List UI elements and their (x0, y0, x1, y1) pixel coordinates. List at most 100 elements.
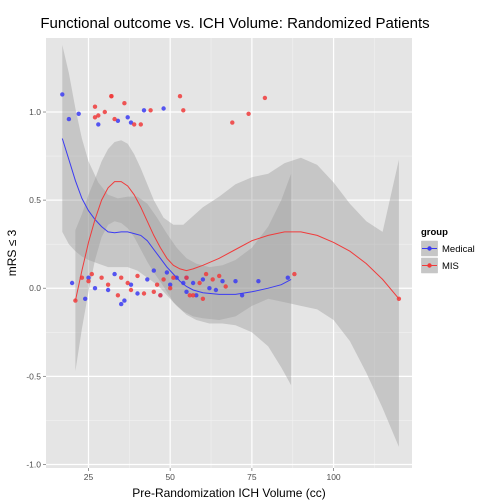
data-point-medical (69, 280, 75, 286)
data-point-medical (256, 279, 261, 284)
data-point-mis (292, 271, 297, 277)
data-point-medical (76, 111, 81, 117)
y-tick-label: 0.0 (29, 283, 41, 293)
data-point-mis (200, 296, 206, 301)
major-gridlines (46, 38, 412, 468)
data-point-mis (246, 111, 251, 117)
confidence-bands (62, 45, 399, 447)
data-point-medical (151, 268, 156, 273)
data-point-mis (151, 289, 156, 294)
data-points (60, 92, 402, 307)
data-point-mis (223, 284, 228, 289)
legend-items: Medical MIS (420, 239, 475, 275)
data-point-medical (174, 275, 179, 280)
data-point-medical (128, 120, 134, 125)
data-point-mis (148, 108, 153, 113)
data-point-medical (96, 122, 101, 127)
x-axis-ticks: 25 50 75 100 (84, 468, 341, 482)
data-point-medical (213, 287, 219, 293)
data-point-mis (154, 282, 160, 287)
data-point-mis (161, 277, 166, 282)
y-tick-label: -0.5 (26, 371, 41, 381)
data-point-mis (141, 291, 147, 296)
y-tick-label: -1.0 (26, 459, 41, 469)
data-point-medical (145, 277, 150, 282)
smooth-lines (61, 138, 400, 301)
data-point-mis (262, 95, 268, 101)
x-axis-title: Pre-Randomization ICH Volume (cc) (132, 486, 325, 500)
data-point-mis (138, 122, 143, 127)
data-point-medical (233, 279, 238, 284)
confidence-band-medical (62, 45, 292, 386)
legend-title: group (421, 227, 448, 238)
data-point-medical (92, 286, 98, 291)
data-point-mis (92, 104, 98, 109)
data-point-mis (203, 271, 209, 277)
data-point-medical (135, 291, 140, 296)
data-point-mis (86, 279, 91, 284)
data-point-mis (99, 275, 104, 280)
smooth-line-mis (74, 181, 400, 301)
data-point-mis (396, 296, 402, 301)
data-point-mis (125, 280, 130, 286)
data-point-medical (125, 115, 130, 120)
confidence-band-mis (75, 140, 399, 447)
data-point-medical (141, 108, 147, 113)
data-point-mis (171, 275, 176, 280)
data-point-medical (105, 287, 111, 293)
minor-gridlines (46, 38, 412, 468)
y-tick-label: 1.0 (29, 107, 41, 117)
data-point-mis (135, 273, 140, 279)
chart-title: Functional outcome vs. ICH Volume: Rando… (40, 15, 429, 32)
data-point-mis (181, 108, 186, 113)
data-point-medical (220, 279, 225, 284)
data-point-medical (86, 275, 91, 280)
data-point-medical (60, 92, 65, 97)
data-point-medical (285, 275, 290, 280)
y-axis-ticks: -1.0 -0.5 0.0 0.5 1.0 (26, 107, 46, 469)
data-point-mis (105, 282, 111, 287)
data-point-mis (109, 94, 114, 99)
data-point-mis (79, 275, 85, 280)
data-point-medical (184, 289, 189, 294)
data-point-mis (168, 286, 173, 291)
data-point-mis (73, 298, 78, 303)
data-point-mis (132, 122, 137, 127)
data-point-mis (96, 113, 101, 118)
data-point-mis (217, 273, 222, 279)
data-point-mis (122, 101, 127, 106)
x-tick-label: 75 (247, 472, 257, 482)
legend: group Medical MIS (420, 227, 475, 275)
x-tick-label: 50 (165, 472, 175, 482)
data-point-mis (210, 277, 215, 282)
y-axis-title: mRS ≤ 3 (5, 229, 19, 276)
data-point-medical (194, 293, 199, 298)
data-point-mis (190, 293, 196, 298)
data-point-mis (112, 116, 117, 122)
data-point-mis (230, 120, 235, 125)
data-point-mis (89, 271, 95, 277)
data-point-medical (119, 301, 124, 307)
x-tick-label: 25 (84, 472, 94, 482)
data-point-mis (102, 109, 108, 115)
legend-key-point (427, 246, 432, 251)
data-point-mis (92, 115, 98, 120)
data-point-mis (128, 287, 134, 293)
y-tick-label: 0.5 (29, 195, 41, 205)
data-point-mis (158, 293, 163, 298)
data-point-mis (197, 280, 202, 286)
data-point-medical (200, 277, 206, 282)
data-point-mis (187, 293, 192, 298)
data-point-medical (181, 280, 186, 286)
smooth-line-medical (61, 138, 292, 295)
data-point-medical (239, 293, 245, 298)
data-point-medical (164, 270, 170, 275)
data-point-medical (128, 282, 134, 287)
data-point-medical (207, 286, 212, 291)
data-point-mis (115, 293, 121, 298)
legend-label-medical: Medical (442, 244, 475, 255)
data-point-medical (66, 116, 72, 122)
data-point-medical (190, 280, 196, 286)
legend-label-mis: MIS (442, 261, 459, 272)
